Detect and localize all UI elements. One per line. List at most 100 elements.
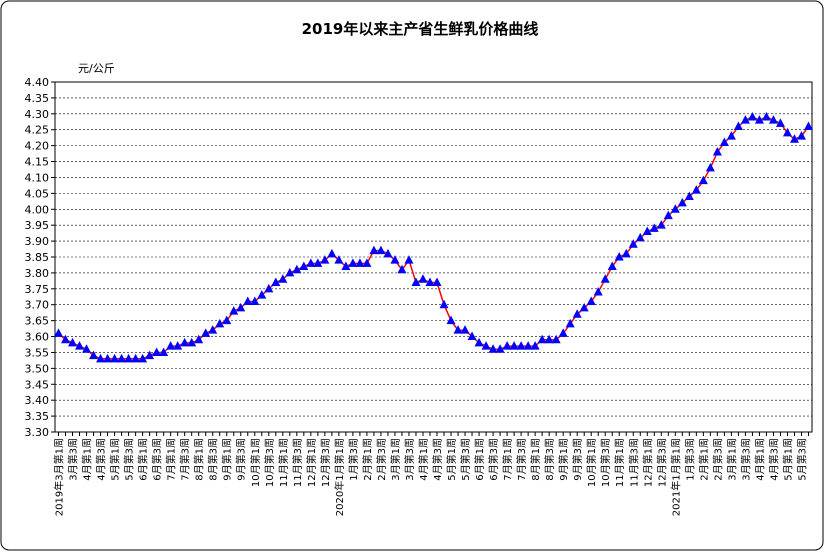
x-tick-label: 9月第1周 — [557, 438, 570, 481]
x-tick-label: 12月第1周 — [305, 438, 318, 487]
marker — [243, 296, 253, 306]
x-tick-label: 6月第3周 — [487, 438, 500, 481]
y-tick-label: 3.90 — [25, 235, 50, 248]
x-tick-label: 10月第3周 — [599, 438, 612, 487]
marker — [789, 134, 799, 143]
x-tick-label: 8月第1周 — [529, 438, 542, 481]
marker — [222, 315, 232, 325]
x-tick-label: 12月第3周 — [319, 438, 332, 487]
x-tick-label: 2019年3月第1周 — [53, 438, 66, 516]
x-tick-label: 1月第3周 — [347, 438, 360, 481]
marker — [362, 258, 372, 267]
marker — [236, 302, 246, 312]
marker — [68, 337, 78, 347]
y-tick-label: 4.10 — [25, 171, 50, 184]
marker — [152, 347, 162, 356]
x-tick-label: 4月第1周 — [417, 438, 430, 481]
x-tick-label: 5月第3周 — [123, 438, 136, 481]
marker — [537, 334, 547, 344]
marker — [754, 115, 764, 124]
marker — [481, 341, 491, 350]
marker — [453, 325, 463, 334]
x-tick-label: 11月第3周 — [627, 438, 640, 487]
x-tick-label: 6月第1周 — [137, 438, 150, 481]
marker — [642, 226, 652, 236]
marker — [404, 255, 414, 264]
x-tick-label: 2021年1月第1周 — [669, 438, 682, 516]
x-tick-label: 7月第1周 — [501, 438, 514, 481]
x-tick-label: 2月第3周 — [711, 438, 724, 481]
marker — [264, 283, 274, 293]
x-tick-label: 5月第1周 — [445, 438, 458, 481]
marker — [628, 239, 638, 248]
x-tick-label: 9月第3周 — [571, 438, 584, 481]
marker — [439, 299, 449, 309]
marker — [397, 264, 407, 274]
x-tick-label: 10月第1周 — [249, 438, 262, 487]
x-tick-label: 11月第1周 — [613, 438, 626, 487]
y-tick-label: 3.60 — [25, 331, 50, 344]
y-tick-label: 4.35 — [25, 92, 50, 105]
marker — [663, 210, 673, 220]
y-tick-label: 3.70 — [25, 299, 50, 312]
y-tick-label: 3.80 — [25, 267, 50, 280]
marker — [579, 302, 589, 312]
x-tick-label: 2月第1周 — [697, 438, 710, 481]
marker — [740, 115, 750, 124]
x-tick-label: 2月第1周 — [361, 438, 374, 481]
x-tick-label: 7月第1周 — [165, 438, 178, 481]
marker — [61, 334, 71, 344]
marker — [691, 185, 701, 194]
x-tick-label: 5月第1周 — [781, 438, 794, 481]
y-tick-label: 3.30 — [25, 426, 50, 439]
marker — [502, 341, 512, 350]
x-tick-label: 10月第3周 — [263, 438, 276, 487]
marker — [285, 267, 295, 277]
marker — [509, 341, 519, 350]
marker — [761, 112, 771, 121]
marker — [292, 264, 302, 274]
marker — [593, 287, 603, 296]
x-tick-label: 6月第3周 — [151, 438, 164, 481]
marker — [54, 328, 64, 337]
marker — [516, 341, 526, 350]
y-tick-label: 4.40 — [25, 76, 50, 89]
marker — [194, 334, 204, 344]
y-tick-label: 4.30 — [25, 108, 50, 121]
y-tick-label: 3.50 — [25, 362, 50, 375]
marker — [572, 309, 582, 318]
marker — [586, 296, 596, 306]
marker — [488, 344, 498, 353]
marker — [803, 121, 813, 131]
marker — [166, 341, 176, 350]
y-tick-label: 3.65 — [25, 315, 50, 328]
marker — [614, 252, 624, 261]
x-tick-label: 8月第1周 — [193, 438, 206, 481]
x-tick-label: 10月第1周 — [585, 438, 598, 487]
marker — [474, 337, 484, 347]
marker — [558, 328, 568, 337]
marker — [495, 344, 505, 353]
marker — [523, 341, 533, 350]
marker — [383, 248, 393, 258]
marker — [145, 350, 155, 360]
marker — [467, 331, 477, 341]
x-tick-label: 11月第3周 — [291, 438, 304, 487]
y-tick-label: 3.85 — [25, 251, 50, 264]
marker — [117, 353, 127, 363]
x-tick-label: 4月第3周 — [431, 438, 444, 481]
marker — [180, 337, 190, 347]
marker — [257, 290, 267, 299]
marker — [355, 258, 365, 267]
marker — [124, 353, 134, 363]
marker — [698, 175, 708, 185]
x-tick-label: 8月第3周 — [543, 438, 556, 481]
y-tick-label: 3.75 — [25, 283, 50, 296]
x-tick-label: 12月第3周 — [655, 438, 668, 487]
marker — [551, 334, 561, 344]
marker — [677, 197, 687, 207]
marker — [208, 325, 218, 334]
marker — [656, 220, 666, 229]
x-tick-label: 9月第3周 — [235, 438, 248, 481]
